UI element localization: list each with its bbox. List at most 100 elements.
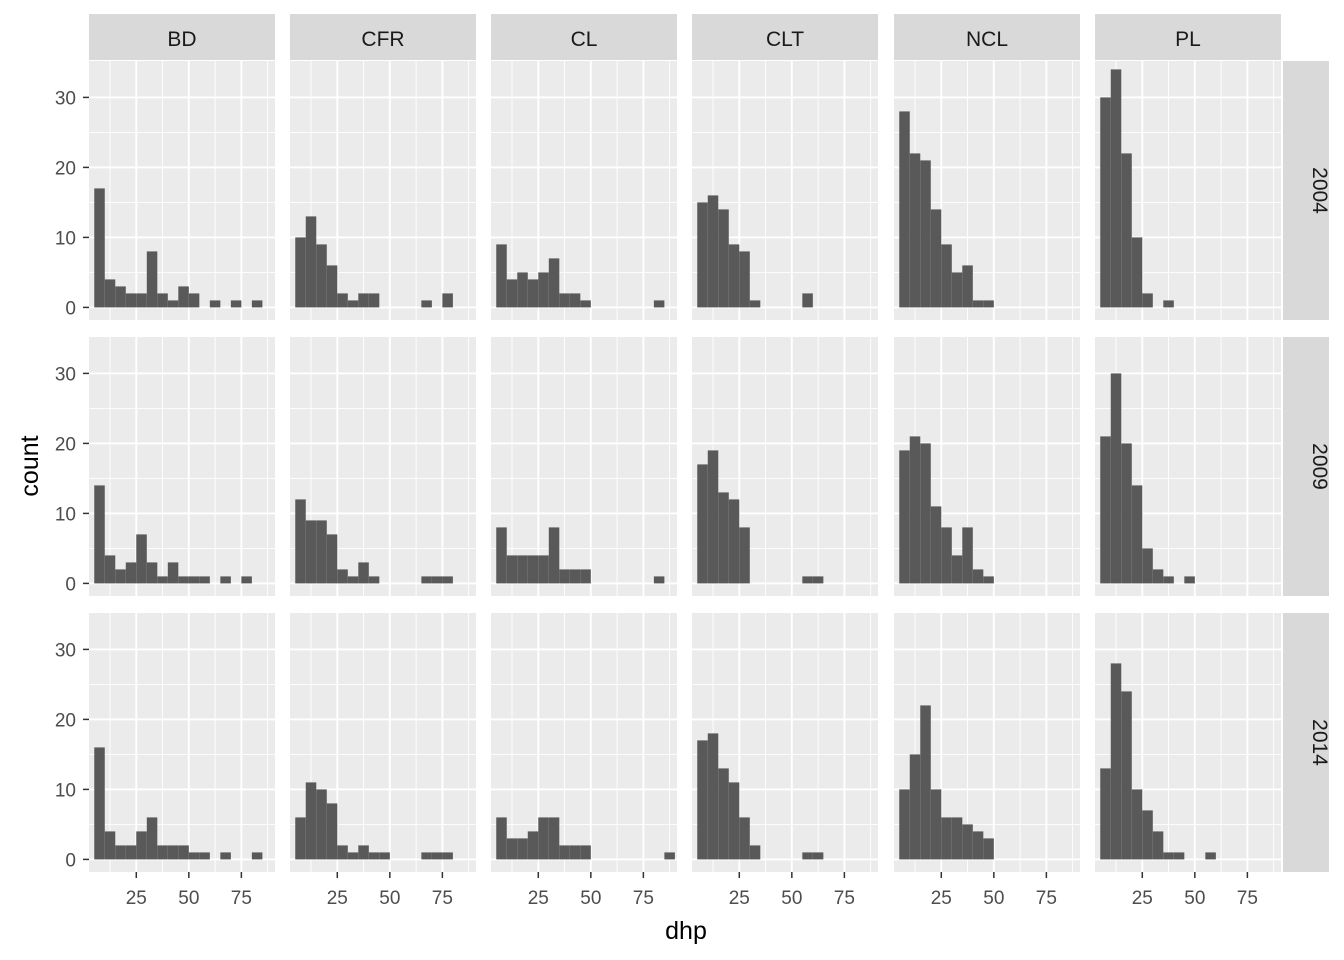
histogram-bar-2004-clt-bin-30 [749, 300, 761, 308]
column-strip-label-pl: PL [1175, 28, 1201, 51]
histogram-bar-2009-bd-bin-75 [241, 576, 252, 584]
column-strip-label-cfr: CFR [361, 28, 404, 51]
histogram-bar-2009-ncl-bin-35 [962, 527, 973, 584]
histogram-bar-2009-clt-bin-25 [739, 527, 750, 584]
histogram-bar-2009-bd-bin-10 [104, 555, 116, 584]
y-axis-tick-label: 20 [55, 158, 76, 179]
histogram-bar-2014-bd-bin-30 [146, 817, 158, 860]
histogram-bar-2014-ncl-bin-10 [909, 754, 921, 860]
histogram-bar-2009-clt-bin-5 [697, 464, 708, 584]
histogram-bar-2004-cl-bin-25 [538, 272, 549, 308]
panel-background [491, 337, 677, 596]
histogram-bar-2009-cl-bin-40 [569, 569, 581, 584]
histogram-bar-2009-pl-bin-35 [1163, 576, 1174, 584]
histogram-bar-2004-cfr-bin-25 [337, 293, 348, 308]
histogram-bar-2004-cfr-bin-5 [295, 237, 306, 308]
histogram-bar-2009-cfr-bin-5 [295, 499, 306, 584]
histogram-bar-2009-ncl-bin-5 [899, 450, 910, 584]
histogram-bar-2014-bd-bin-35 [157, 845, 168, 860]
x-axis-tick-label: 75 [834, 888, 855, 909]
histogram-bar-2009-bd-bin-20 [125, 562, 137, 584]
histogram-bar-2004-cl-bin-40 [569, 293, 581, 308]
histogram-bar-2014-cl-bin-10 [506, 838, 518, 860]
histogram-bar-2014-cl-bin-85 [664, 852, 675, 860]
histogram-bar-2014-cfr-bin-75 [442, 852, 453, 860]
histogram-bar-2004-bd-bin-60 [209, 300, 221, 308]
histogram-bar-2009-clt-bin-20 [728, 499, 740, 584]
histogram-bar-2014-ncl-bin-35 [962, 824, 973, 860]
histogram-bar-2004-cl-bin-10 [506, 279, 518, 308]
histogram-bar-2009-bd-bin-5 [94, 485, 105, 584]
histogram-bar-2009-pl-bin-15 [1121, 443, 1132, 584]
histogram-bar-2004-cfr-bin-10 [305, 216, 317, 308]
y-axis-title: count [16, 435, 44, 496]
histogram-bar-2014-bd-bin-65 [220, 852, 231, 860]
histogram-bar-2009-ncl-bin-10 [909, 436, 921, 584]
histogram-bar-2014-clt-bin-10 [707, 733, 719, 860]
histogram-bar-2014-cfr-bin-40 [368, 852, 380, 860]
histogram-bar-2004-ncl-bin-45 [983, 300, 994, 308]
histogram-bar-2004-ncl-bin-40 [972, 300, 984, 308]
row-strip-label-2004: 2004 [1308, 167, 1331, 214]
histogram-bar-2009-ncl-bin-15 [920, 443, 931, 584]
y-axis-tick-label: 10 [55, 228, 76, 249]
histogram-bar-2004-cl-bin-30 [548, 258, 560, 308]
column-strip-label-clt: CLT [766, 28, 804, 51]
histogram-bar-2004-cl-bin-45 [580, 300, 591, 308]
histogram-bar-2009-cl-bin-20 [527, 555, 539, 584]
histogram-bar-2014-bd-bin-20 [125, 845, 137, 860]
histogram-bar-2004-pl-bin-20 [1131, 237, 1143, 308]
histogram-bar-2014-clt-bin-20 [728, 782, 740, 860]
y-axis-tick-label: 30 [55, 640, 76, 661]
column-strip [89, 14, 275, 60]
row-strip [1283, 61, 1329, 320]
y-axis-tick-label: 30 [55, 364, 76, 385]
histogram-bar-2004-cfr-bin-75 [442, 293, 453, 308]
histogram-bar-2004-pl-bin-5 [1100, 97, 1111, 308]
histogram-bar-2014-cfr-bin-25 [337, 845, 348, 860]
histogram-bar-2004-cl-bin-15 [517, 272, 528, 308]
histogram-bar-2004-cl-bin-5 [496, 244, 507, 308]
panel-background [89, 337, 275, 596]
histogram-bar-2004-cfr-bin-35 [358, 293, 369, 308]
histogram-bar-2004-cl-bin-80 [653, 300, 665, 308]
y-axis-tick-label: 10 [55, 780, 76, 801]
histogram-bar-2004-clt-bin-15 [718, 209, 729, 308]
x-axis-tick-label: 25 [126, 888, 147, 909]
histogram-bar-2004-cfr-bin-40 [368, 293, 380, 308]
histogram-bar-2004-bd-bin-45 [178, 286, 189, 308]
histogram-bar-2014-pl-bin-40 [1173, 852, 1185, 860]
x-axis-tick-label: 75 [1237, 888, 1258, 909]
histogram-bar-2004-bd-bin-20 [125, 293, 137, 308]
x-axis-tick-label: 75 [432, 888, 453, 909]
histogram-bar-2009-cfr-bin-25 [337, 569, 348, 584]
x-axis-tick-label: 50 [983, 888, 1004, 909]
histogram-bar-2009-bd-bin-55 [199, 576, 210, 584]
histogram-bar-2004-bd-bin-35 [157, 293, 168, 308]
histogram-bar-2009-bd-bin-40 [167, 562, 179, 584]
histogram-bar-2004-bd-bin-30 [146, 251, 158, 308]
histogram-bar-2014-bd-bin-50 [188, 852, 200, 860]
histogram-bar-2014-bd-bin-55 [199, 852, 210, 860]
histogram-bar-2009-bd-bin-45 [178, 576, 189, 584]
x-axis-tick-label: 50 [781, 888, 802, 909]
histogram-bar-2009-ncl-bin-30 [951, 555, 963, 584]
histogram-bar-2014-cfr-bin-70 [431, 852, 443, 860]
histogram-bar-2004-bd-bin-40 [167, 300, 179, 308]
histogram-bar-2014-pl-bin-35 [1163, 852, 1174, 860]
column-strip [1095, 14, 1281, 60]
histogram-bar-2014-cl-bin-15 [517, 838, 528, 860]
panel-background [89, 613, 275, 872]
histogram-bar-2009-cfr-bin-35 [358, 562, 369, 584]
histogram-bar-2009-clt-bin-15 [718, 492, 729, 584]
histogram-bar-2004-pl-bin-10 [1110, 69, 1122, 308]
histogram-bar-2014-cl-bin-45 [580, 845, 591, 860]
histogram-bar-2014-pl-bin-5 [1100, 768, 1111, 860]
histogram-bar-2014-cfr-bin-30 [347, 852, 359, 860]
histogram-bar-2004-cfr-bin-15 [316, 244, 327, 308]
histogram-bar-2004-clt-bin-25 [739, 251, 750, 308]
x-axis-tick-label: 75 [633, 888, 654, 909]
column-strip [290, 14, 476, 60]
histogram-bar-2004-bd-bin-10 [104, 279, 116, 308]
histogram-bar-2014-bd-bin-10 [104, 831, 116, 860]
